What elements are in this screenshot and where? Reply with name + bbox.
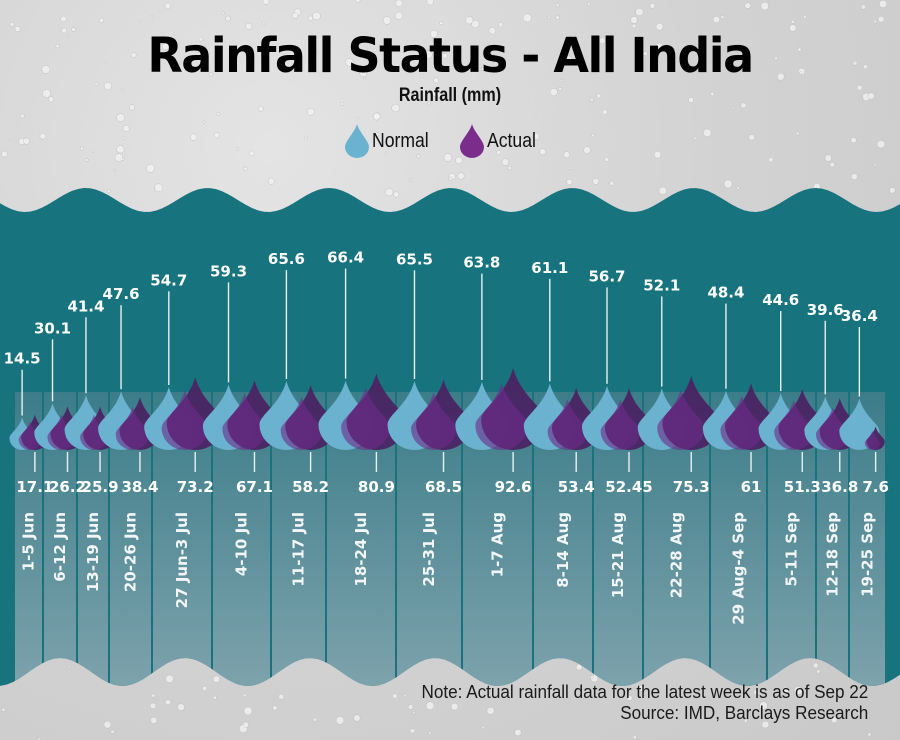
week-label: 1-7 Aug — [489, 512, 507, 577]
actual-drop — [864, 426, 885, 451]
note-text: Note: Actual rainfall data for the lates… — [421, 682, 868, 702]
week-label: 4-10 Jul — [233, 512, 251, 576]
actual-value-label: 92.6 — [495, 478, 532, 496]
week-label: 20-26 Jun — [122, 512, 140, 592]
week-label: 27 Jun-3 Jul — [173, 512, 191, 608]
week-label: 5-11 Sep — [783, 512, 801, 587]
normal-value-label: 63.8 — [463, 254, 500, 272]
week-label: 29 Aug-4 Sep — [730, 512, 748, 625]
week-label: 25-31 Jul — [420, 512, 438, 587]
actual-value-label: 73.2 — [177, 478, 214, 496]
normal-value-label: 36.4 — [841, 307, 878, 325]
legend-label-normal: Normal — [372, 129, 429, 152]
week-label: 22-28 Aug — [668, 512, 686, 598]
actual-value-label: 38.4 — [121, 478, 158, 496]
normal-value-label: 65.5 — [396, 250, 433, 268]
source-text: Source: IMD, Barclays Research — [619, 703, 868, 723]
normal-value-label: 14.5 — [4, 350, 41, 368]
normal-value-label: 30.1 — [34, 319, 71, 337]
drop-icon — [345, 124, 369, 158]
legend-item-actual: Actual — [460, 124, 543, 158]
legend: Normal Actual — [345, 124, 561, 158]
normal-value-label: 66.4 — [327, 249, 364, 267]
chart-title: Rainfall Status - All India — [147, 26, 754, 84]
drop-icon — [460, 124, 485, 158]
week-label: 6-12 Jun — [51, 512, 69, 582]
actual-value-label: 26.2 — [49, 478, 86, 496]
actual-value-label: 17.1 — [16, 478, 53, 496]
normal-value-label: 41.4 — [67, 297, 104, 315]
normal-value-label: 54.7 — [150, 271, 187, 289]
week-label: 11-17 Jul — [290, 512, 308, 587]
actual-value-label: 80.9 — [358, 478, 395, 496]
actual-value-label: 75.3 — [673, 478, 710, 496]
normal-value-label: 48.4 — [707, 284, 744, 302]
normal-value-label: 65.6 — [268, 250, 305, 268]
actual-value-label: 61 — [741, 478, 762, 496]
chart-subtitle: Rainfall (mm) — [398, 85, 502, 106]
normal-value-label: 52.1 — [643, 276, 680, 294]
actual-value-label: 25.9 — [82, 478, 119, 496]
normal-value-label: 47.6 — [103, 285, 140, 303]
normal-value-label: 44.6 — [762, 291, 799, 309]
normal-value-label: 59.3 — [210, 262, 247, 280]
week-label: 12-18 Sep — [824, 512, 842, 597]
normal-value-label: 56.7 — [588, 267, 625, 285]
footnote: Note: Actual rainfall data for the lates… — [398, 682, 868, 724]
legend-item-normal: Normal — [345, 124, 436, 158]
actual-value-label: 58.2 — [292, 478, 329, 496]
actual-value-label: 68.5 — [425, 478, 462, 496]
week-label: 8-14 Aug — [554, 512, 572, 588]
week-label: 13-19 Jun — [84, 512, 102, 592]
week-label: 19-25 Sep — [859, 512, 877, 597]
normal-value-label: 61.1 — [531, 259, 568, 277]
actual-value-label: 52.45 — [605, 478, 652, 496]
actual-value-label: 67.1 — [236, 478, 273, 496]
week-label: 15-21 Aug — [609, 512, 627, 598]
week-label: 18-24 Jul — [352, 512, 370, 587]
actual-value-label: 7.6 — [862, 478, 889, 496]
actual-value-label: 53.4 — [558, 478, 595, 496]
week-label: 1-5 Jun — [20, 512, 38, 571]
legend-label-actual: Actual — [487, 129, 537, 152]
normal-value-label: 39.6 — [807, 301, 844, 319]
actual-value-label: 36.8 — [821, 478, 858, 496]
actual-value-label: 51.3 — [784, 478, 821, 496]
